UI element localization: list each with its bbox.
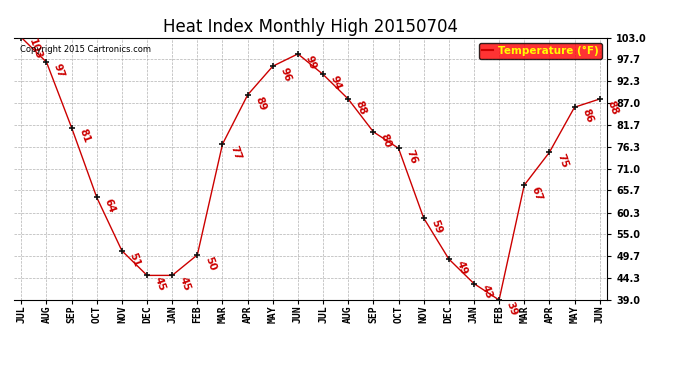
Text: 94: 94	[328, 74, 343, 92]
Text: 39: 39	[504, 300, 519, 317]
Text: 49: 49	[454, 259, 469, 276]
Text: 75: 75	[555, 152, 569, 170]
Text: 59: 59	[429, 218, 444, 235]
Text: 89: 89	[253, 95, 268, 112]
Text: 50: 50	[203, 255, 217, 272]
Title: Heat Index Monthly High 20150704: Heat Index Monthly High 20150704	[163, 18, 458, 36]
Legend: Temperature (°F): Temperature (°F)	[480, 43, 602, 59]
Text: 103: 103	[27, 38, 43, 62]
Text: 45: 45	[152, 275, 167, 292]
Text: 97: 97	[52, 62, 66, 79]
Text: 76: 76	[404, 148, 418, 165]
Text: 81: 81	[77, 128, 92, 145]
Text: 80: 80	[379, 132, 393, 149]
Text: Copyright 2015 Cartronics.com: Copyright 2015 Cartronics.com	[20, 45, 150, 54]
Text: 99: 99	[304, 54, 318, 71]
Text: 67: 67	[530, 185, 544, 202]
Text: 86: 86	[580, 107, 594, 124]
Text: 88: 88	[605, 99, 620, 116]
Text: 51: 51	[128, 251, 142, 268]
Text: 88: 88	[354, 99, 368, 116]
Text: 45: 45	[178, 275, 192, 292]
Text: 77: 77	[228, 144, 242, 161]
Text: 64: 64	[102, 198, 117, 214]
Text: 96: 96	[278, 66, 293, 83]
Text: 43: 43	[480, 284, 494, 301]
